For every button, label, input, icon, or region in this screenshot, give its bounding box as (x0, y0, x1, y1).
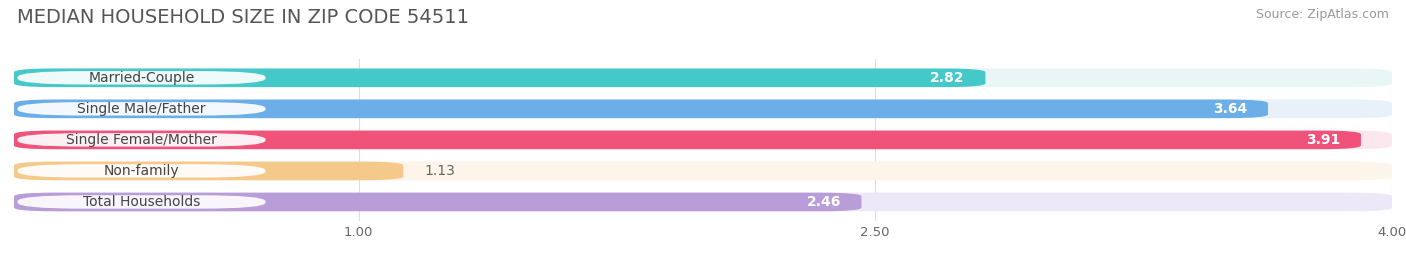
FancyBboxPatch shape (17, 71, 266, 84)
Text: Non-family: Non-family (104, 164, 180, 178)
Text: Married-Couple: Married-Couple (89, 71, 194, 85)
FancyBboxPatch shape (17, 164, 266, 178)
FancyBboxPatch shape (14, 100, 1268, 118)
FancyBboxPatch shape (14, 69, 1392, 87)
FancyBboxPatch shape (14, 130, 1361, 149)
FancyBboxPatch shape (14, 193, 862, 211)
FancyBboxPatch shape (17, 102, 266, 116)
Text: Single Female/Mother: Single Female/Mother (66, 133, 217, 147)
FancyBboxPatch shape (14, 162, 404, 180)
Text: 2.82: 2.82 (931, 71, 965, 85)
FancyBboxPatch shape (14, 130, 1392, 149)
Text: 1.13: 1.13 (425, 164, 456, 178)
Text: 2.46: 2.46 (807, 195, 841, 209)
Text: MEDIAN HOUSEHOLD SIZE IN ZIP CODE 54511: MEDIAN HOUSEHOLD SIZE IN ZIP CODE 54511 (17, 8, 468, 27)
Text: 3.64: 3.64 (1213, 102, 1247, 116)
Text: Total Households: Total Households (83, 195, 200, 209)
FancyBboxPatch shape (14, 100, 1392, 118)
Text: 3.91: 3.91 (1306, 133, 1340, 147)
FancyBboxPatch shape (14, 162, 1392, 180)
FancyBboxPatch shape (14, 193, 1392, 211)
Text: Single Male/Father: Single Male/Father (77, 102, 205, 116)
FancyBboxPatch shape (17, 133, 266, 147)
FancyBboxPatch shape (17, 195, 266, 209)
Text: Source: ZipAtlas.com: Source: ZipAtlas.com (1256, 8, 1389, 21)
FancyBboxPatch shape (14, 69, 986, 87)
